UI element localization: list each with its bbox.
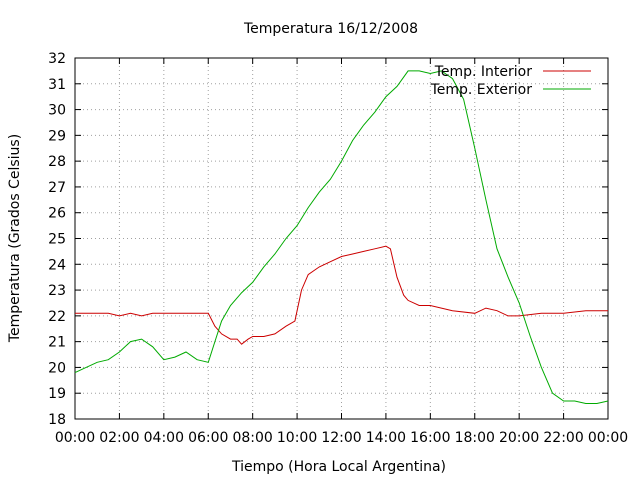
x-tick-label: 02:00 — [99, 430, 139, 446]
legend-label-exterior: Temp. Exterior — [430, 82, 533, 98]
x-tick-label: 08:00 — [232, 430, 272, 446]
series-lines — [74, 70, 609, 404]
y-tick-label: 29 — [48, 128, 66, 144]
y-tick-label: 26 — [48, 206, 66, 222]
x-tick-label: 22:00 — [543, 430, 583, 446]
y-axis-label: Temperatura (Grados Celsius) — [7, 134, 23, 343]
y-tick-label: 20 — [48, 360, 66, 376]
y-tick-label: 19 — [48, 386, 66, 402]
x-tick-label: 00:00 — [588, 430, 628, 446]
x-tick-label: 14:00 — [366, 430, 406, 446]
y-tick-label: 30 — [48, 103, 66, 119]
y-tick-label: 22 — [48, 309, 66, 325]
y-tick-label: 31 — [48, 77, 66, 93]
legend: Temp. Interior Temp. Exterior — [430, 64, 591, 98]
x-tick-label: 18:00 — [455, 430, 495, 446]
y-tick-label: 24 — [48, 257, 66, 273]
series-line-interior — [75, 245, 608, 345]
x-tick-label: 20:00 — [499, 430, 539, 446]
y-tick-label: 28 — [48, 154, 66, 170]
grid-lines — [75, 58, 608, 419]
y-tick-label: 21 — [48, 335, 66, 351]
axis-ticks: 00:00 02:00 04:00 06:00 08:00 10:00 12:00 14:00… — [48, 51, 628, 446]
x-tick-label: 12:00 — [321, 430, 361, 446]
x-tick-label: 00:00 — [55, 430, 95, 446]
y-tick-label: 18 — [48, 412, 66, 428]
x-tick-label: 10:00 — [277, 430, 317, 446]
x-tick-label: 16:00 — [410, 430, 450, 446]
chart-title: Temperatura 16/12/2008 — [243, 21, 418, 37]
legend-label-interior: Temp. Interior — [434, 64, 533, 80]
y-tick-label: 27 — [48, 180, 66, 196]
y-tick-label: 32 — [48, 51, 66, 67]
series-line-exterior — [74, 70, 609, 404]
y-tick-label: 23 — [48, 283, 66, 299]
y-tick-label: 25 — [48, 232, 66, 248]
x-axis-label: Tiempo (Hora Local Argentina) — [231, 459, 446, 475]
x-tick-label: 04:00 — [144, 430, 184, 446]
x-tick-label: 06:00 — [188, 430, 228, 446]
